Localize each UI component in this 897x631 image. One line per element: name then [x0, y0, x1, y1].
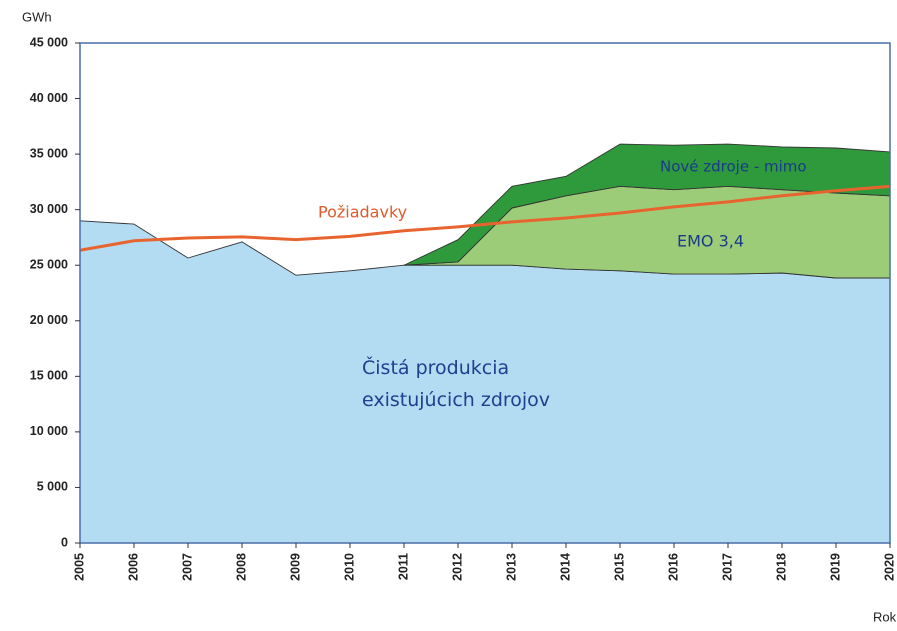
y-tick-label: 0	[61, 535, 68, 549]
y-tick-label: 20 000	[30, 313, 68, 327]
series-annotation: Čistá produkcia existujúcich zdrojov	[362, 357, 551, 411]
x-tick-label: 2006	[126, 553, 140, 581]
y-tick-label: 35 000	[30, 146, 68, 160]
series-annotation: Nové zdroje - mimo	[660, 158, 807, 176]
y-tick-label: 25 000	[30, 258, 68, 272]
x-tick-label: 2013	[504, 553, 518, 581]
x-tick-label: 2009	[288, 553, 302, 581]
y-tick-label: 30 000	[30, 202, 68, 216]
x-tick-label: 2020	[882, 553, 896, 581]
y-tick-label: 5 000	[37, 480, 68, 494]
x-tick-label: 2008	[234, 553, 248, 581]
y-tick-label: 10 000	[30, 424, 68, 438]
x-tick-label: 2012	[450, 553, 464, 581]
x-tick-label: 2005	[72, 553, 86, 581]
x-tick-label: 2016	[666, 553, 680, 581]
x-tick-label: 2019	[828, 553, 842, 581]
line	[79, 184, 891, 252]
y-axis-label: GWh	[22, 9, 52, 24]
y-tick-label: 40 000	[30, 91, 68, 105]
series-annotation: EMO 3,4	[677, 232, 744, 251]
x-tick-label: 2011	[396, 553, 410, 580]
x-tick-label: 2007	[180, 553, 194, 581]
series-annotation: Požiadavky	[318, 203, 407, 222]
x-tick-label: 2018	[774, 553, 788, 581]
x-tick-label: 2015	[612, 553, 626, 581]
x-tick-label: 2010	[342, 553, 356, 581]
plot-frame	[79, 42, 891, 544]
x-axis-label: Rok	[873, 609, 897, 624]
y-tick-label: 45 000	[30, 35, 68, 49]
x-tick-label: 2017	[720, 553, 734, 581]
y-tick-label: 15 000	[30, 369, 68, 383]
x-tick-label: 2014	[558, 553, 572, 581]
